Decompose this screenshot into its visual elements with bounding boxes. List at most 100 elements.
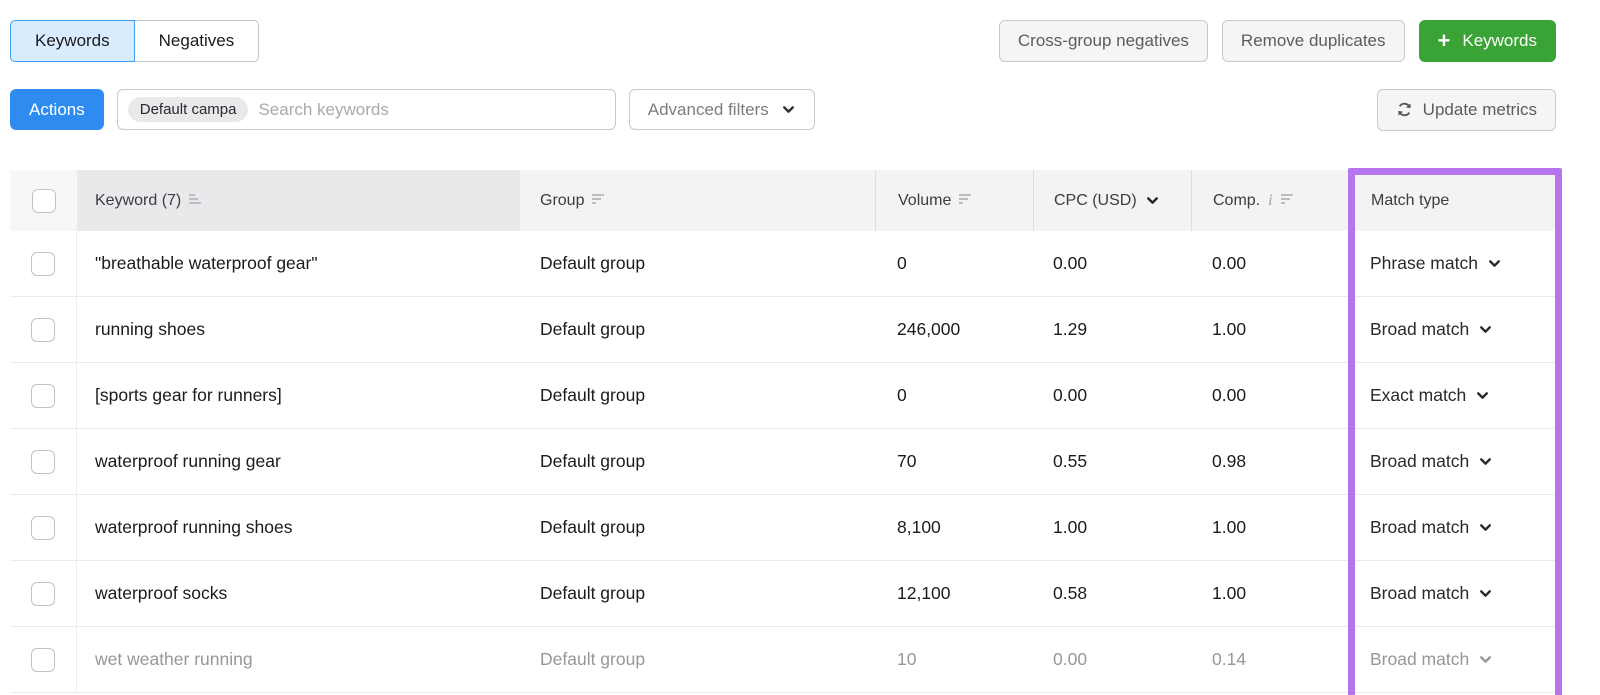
row-checkbox[interactable]: [31, 647, 55, 672]
add-keywords-label: Keywords: [1462, 31, 1537, 50]
table-row: waterproof running gear Default group 70…: [10, 429, 1562, 495]
group-cell: Default group: [520, 429, 875, 494]
keyword-text: waterproof socks: [95, 583, 228, 603]
match-type-dropdown[interactable]: Broad match: [1348, 627, 1562, 692]
keyword-search-box[interactable]: Default campa: [116, 89, 616, 130]
tab-keywords[interactable]: Keywords: [10, 20, 135, 62]
keyword-text: "breathable waterproof gear": [95, 253, 318, 273]
cross-group-negatives-button[interactable]: Cross-group negatives: [998, 20, 1208, 62]
match-type-dropdown[interactable]: Broad match: [1348, 495, 1562, 560]
volume-text: 10: [897, 649, 917, 669]
chevron-down-icon: [1475, 388, 1490, 403]
header-keyword[interactable]: Keyword (7): [77, 170, 520, 231]
sort-direction-chevron-icon: [1145, 193, 1160, 208]
group-cell: Default group: [520, 231, 875, 296]
tab-negatives-label: Negatives: [158, 31, 235, 50]
row-checkbox[interactable]: [31, 515, 55, 540]
chevron-down-icon: [1478, 520, 1493, 535]
chevron-down-icon: [1478, 652, 1493, 667]
row-checkbox-cell: [10, 363, 77, 428]
keyword-text: waterproof running gear: [95, 451, 281, 471]
match-type-dropdown[interactable]: Broad match: [1348, 297, 1562, 362]
table-row: wet weather running Default group 10 0.0…: [10, 627, 1562, 693]
volume-cell: 0: [875, 231, 1033, 296]
top-bar: Keywords Negatives Cross-group negatives…: [10, 20, 1556, 62]
row-checkbox[interactable]: [31, 317, 55, 342]
group-text: Default group: [540, 451, 646, 471]
plus-icon: +: [1437, 28, 1451, 53]
match-type-label: Broad match: [1370, 451, 1470, 471]
advanced-filters-dropdown[interactable]: Advanced filters: [628, 89, 815, 130]
keywords-table: Keyword (7) Group Volume CPC (USD): [10, 170, 1562, 693]
refresh-icon: [1396, 101, 1413, 118]
row-checkbox[interactable]: [31, 581, 55, 606]
header-volume[interactable]: Volume: [875, 170, 1033, 231]
group-cell: Default group: [520, 561, 875, 626]
comp-cell: 0.00: [1191, 231, 1348, 296]
keyword-text: [sports gear for runners]: [95, 385, 282, 405]
cpc-text: 0.00: [1053, 385, 1088, 405]
volume-cell: 12,100: [875, 561, 1033, 626]
match-type-dropdown[interactable]: Broad match: [1348, 561, 1562, 626]
search-input[interactable]: [258, 99, 605, 120]
add-keywords-button[interactable]: + Keywords: [1418, 20, 1556, 62]
keyword-text: waterproof running shoes: [95, 517, 293, 537]
row-checkbox[interactable]: [31, 449, 55, 474]
sort-icon: [592, 192, 605, 210]
tab-keywords-label: Keywords: [35, 31, 110, 50]
cpc-text: 0.00: [1053, 253, 1088, 273]
volume-text: 12,100: [897, 583, 951, 603]
comp-text: 1.00: [1212, 517, 1247, 537]
match-type-dropdown[interactable]: Phrase match: [1348, 231, 1562, 296]
chevron-down-icon: [1478, 322, 1493, 337]
row-checkbox[interactable]: [31, 383, 55, 408]
update-metrics-button[interactable]: Update metrics: [1376, 88, 1556, 131]
header-checkbox-cell: [10, 170, 77, 231]
comp-cell: 1.00: [1191, 495, 1348, 560]
keyword-cell: waterproof running shoes: [77, 495, 520, 560]
header-keyword-label: Keyword (7): [95, 191, 182, 209]
keyword-text: running shoes: [95, 319, 205, 339]
comp-cell: 0.98: [1191, 429, 1348, 494]
select-all-checkbox[interactable]: [31, 188, 56, 213]
row-checkbox-cell: [10, 429, 77, 494]
remove-duplicates-button[interactable]: Remove duplicates: [1221, 20, 1405, 62]
volume-text: 8,100: [897, 517, 941, 537]
header-cpc[interactable]: CPC (USD): [1033, 170, 1191, 231]
header-comp-label: Comp.: [1213, 191, 1261, 209]
volume-text: 70: [897, 451, 917, 471]
remove-duplicates-label: Remove duplicates: [1240, 31, 1386, 50]
header-group-label: Group: [540, 191, 585, 209]
campaign-filter-pill[interactable]: Default campa: [127, 97, 249, 122]
tab-negatives[interactable]: Negatives: [134, 20, 260, 62]
match-type-label: Phrase match: [1370, 253, 1478, 273]
actions-button[interactable]: Actions: [10, 89, 104, 130]
comp-text: 0.00: [1212, 385, 1247, 405]
match-type-dropdown[interactable]: Broad match: [1348, 429, 1562, 494]
comp-cell: 0.14: [1191, 627, 1348, 692]
cpc-text: 0.58: [1053, 583, 1088, 603]
cpc-cell: 0.58: [1033, 561, 1191, 626]
group-text: Default group: [540, 385, 646, 405]
comp-text: 1.00: [1212, 583, 1247, 603]
view-tabs: Keywords Negatives: [10, 20, 260, 62]
header-volume-label: Volume: [898, 191, 952, 209]
cpc-cell: 1.00: [1033, 495, 1191, 560]
match-type-dropdown[interactable]: Exact match: [1348, 363, 1562, 428]
chevron-down-icon: [1478, 586, 1493, 601]
group-text: Default group: [540, 583, 646, 603]
comp-cell: 1.00: [1191, 561, 1348, 626]
comp-text: 1.00: [1212, 319, 1247, 339]
header-comp[interactable]: Comp. i: [1191, 170, 1348, 231]
keyword-cell: "breathable waterproof gear": [77, 231, 520, 296]
header-match-type[interactable]: Match type: [1348, 170, 1562, 231]
volume-text: 0: [897, 253, 907, 273]
keyword-cell: [sports gear for runners]: [77, 363, 520, 428]
advanced-filters-label: Advanced filters: [647, 99, 769, 119]
group-text: Default group: [540, 319, 646, 339]
row-checkbox[interactable]: [31, 251, 55, 276]
row-checkbox-cell: [10, 231, 77, 296]
keyword-text: wet weather running: [95, 649, 253, 669]
cpc-cell: 0.55: [1033, 429, 1191, 494]
header-group[interactable]: Group: [520, 170, 875, 231]
